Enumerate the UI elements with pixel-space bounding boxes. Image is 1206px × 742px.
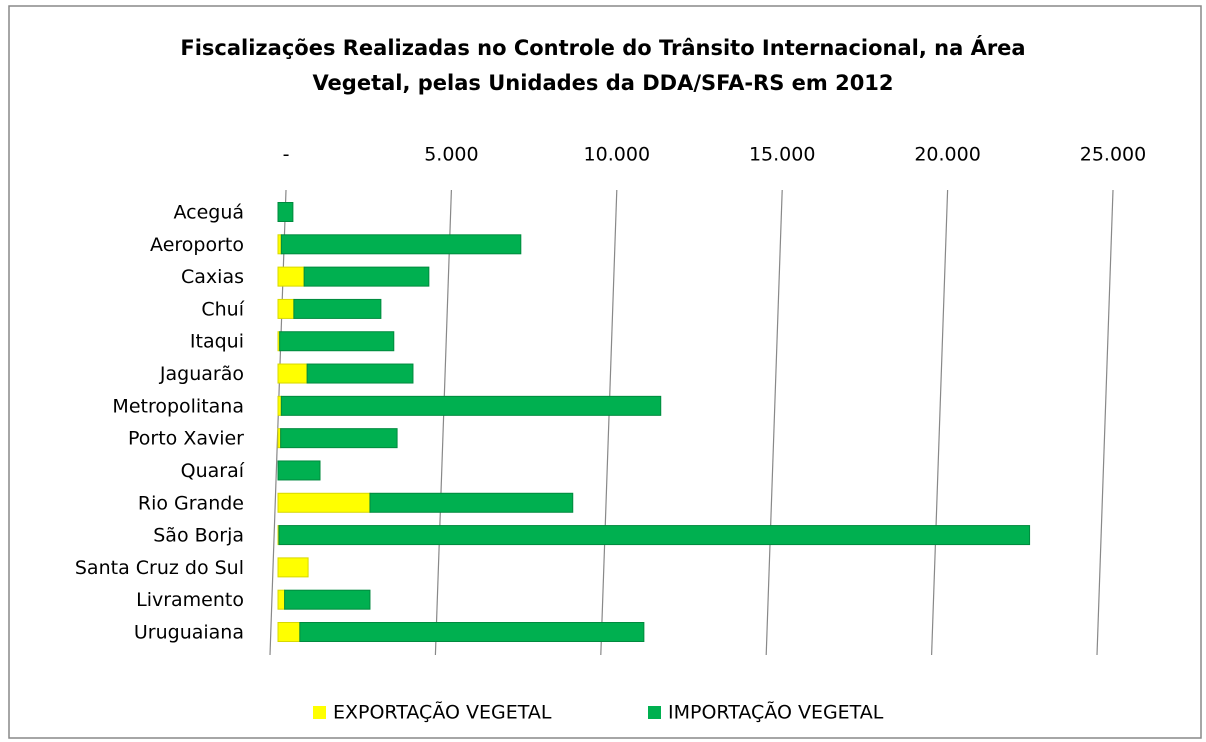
y-tick-label: São Borja [153,525,244,547]
legend-label: EXPORTAÇÃO VEGETAL [333,701,552,724]
bar [293,298,382,319]
y-tick-label: Jaguarão [159,363,244,385]
bar [277,492,371,513]
y-tick-label: Metropolitana [112,395,244,417]
x-tick-label: 20.000 [914,144,980,166]
x-tick-label: 15.000 [749,144,815,166]
bar [280,234,522,255]
x-tick-label: 5.000 [424,144,478,166]
grid-line [931,189,949,656]
bar [277,557,309,578]
legend-label: IMPORTAÇÃO VEGETAL [668,701,884,724]
x-tick-label: - [283,144,290,166]
y-tick-label: Aceguá [173,202,244,224]
bar [299,622,645,642]
y-tick-label: Porto Xavier [128,428,244,450]
grid-line [434,189,452,656]
bar [277,622,301,642]
bar [278,525,1031,546]
legend-swatch [648,706,661,719]
chart-title: Vegetal, pelas Unidades da DDA/SFA-RS em… [312,71,893,95]
bar [277,363,308,384]
bar [277,266,305,287]
bar [369,492,574,513]
x-tick-label: 25.000 [1080,144,1146,166]
y-tick-label: Santa Cruz do Sul [75,557,244,579]
bar [277,298,295,319]
legend-swatch [313,706,326,719]
grid-line [1096,189,1114,656]
grid-line [600,189,618,656]
y-tick-label: Itaqui [190,331,244,353]
bar [284,589,371,610]
bar [280,428,398,449]
y-tick-label: Rio Grande [138,492,244,514]
bar [277,589,286,610]
y-tick-label: Livramento [136,589,244,611]
y-tick-label: Uruguaiana [134,622,244,644]
chart-title: Fiscalizações Realizadas no Controle do … [180,35,1025,60]
y-tick-label: Aeroporto [150,234,244,256]
chart-frame [8,5,1202,739]
y-tick-label: Quaraí [181,460,245,482]
bar [277,202,294,222]
bar [303,266,430,287]
y-tick-label: Chuí [201,298,244,320]
bar [279,331,395,352]
x-tick-label: 10.000 [584,144,650,166]
bar [306,363,414,384]
bar [280,395,662,416]
bar [277,460,321,481]
grid-line [765,189,783,656]
y-tick-label: Caxias [181,266,244,288]
